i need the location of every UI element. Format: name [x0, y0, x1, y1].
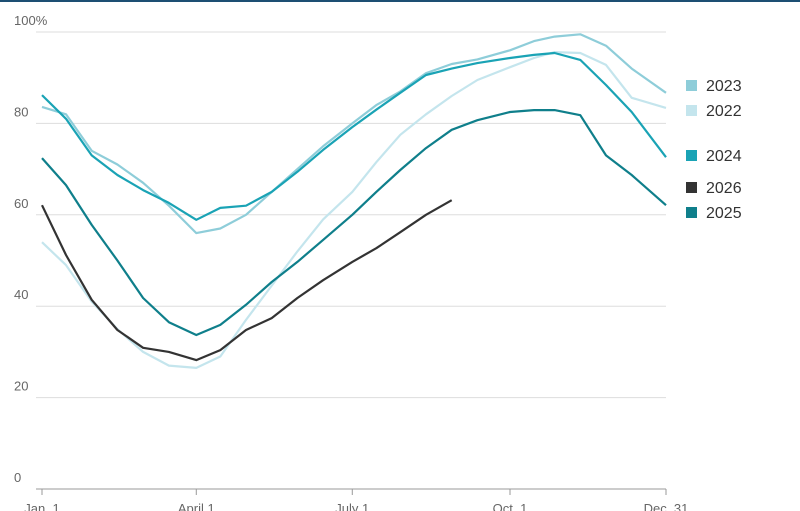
y-tick-label: 100% — [14, 13, 48, 28]
legend-label: 2025 — [706, 205, 742, 222]
legend-label: 2022 — [706, 103, 742, 120]
x-tick-label: Oct. 1 — [493, 501, 528, 511]
y-tick-label: 60 — [14, 196, 28, 211]
series-line — [41, 51, 667, 221]
series-line — [41, 199, 453, 362]
legend-swatch — [686, 182, 697, 193]
x-tick-label: July 1 — [335, 501, 369, 511]
y-tick-label: 0 — [14, 470, 21, 485]
y-tick-label: 40 — [14, 287, 28, 302]
x-tick-label: Jan. 1 — [24, 501, 59, 511]
legend-swatch — [686, 80, 697, 91]
legend-swatch — [686, 207, 697, 218]
legend-label: 2023 — [706, 78, 742, 95]
legend-swatch — [686, 150, 697, 161]
legend-label: 2024 — [706, 148, 742, 165]
series-line — [41, 109, 667, 337]
legend-label: 2026 — [706, 180, 742, 197]
series-line — [41, 51, 667, 369]
y-tick-label: 20 — [14, 379, 28, 394]
top-border — [0, 0, 800, 2]
y-tick-label: 80 — [14, 104, 28, 119]
x-tick-label: April 1 — [178, 501, 215, 511]
legend-swatch — [686, 105, 697, 116]
series-line — [41, 33, 667, 235]
x-tick-label: Dec. 31 — [644, 501, 689, 511]
